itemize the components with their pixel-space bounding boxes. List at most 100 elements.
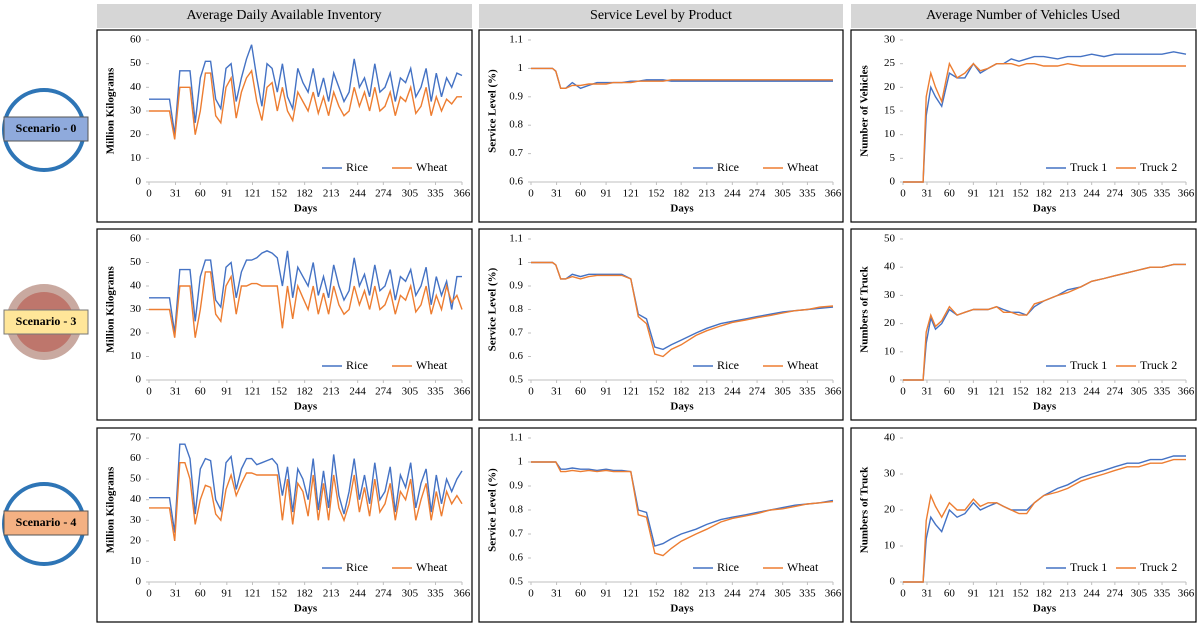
x-tick-label: 335 <box>427 188 444 200</box>
x-tick-label: 60 <box>944 588 956 600</box>
header-bar <box>479 4 843 28</box>
x-tick-label: 91 <box>968 588 979 600</box>
x-tick-label: 60 <box>575 386 587 398</box>
series-line <box>149 250 462 334</box>
x-tick-label: 366 <box>1178 386 1195 398</box>
y-tick-label: 1 <box>518 256 524 268</box>
series-line <box>149 44 463 135</box>
x-tick-label: 0 <box>900 588 906 600</box>
x-tick-label: 31 <box>551 188 562 200</box>
y-tick-label: 0.7 <box>509 327 523 339</box>
y-axis-label: Numbers of Truck <box>859 265 871 352</box>
column-title: Average Daily Available Inventory <box>186 8 381 23</box>
series-line <box>149 271 463 338</box>
y-tick-label: 30 <box>130 105 142 117</box>
x-tick-label: 121 <box>244 188 261 200</box>
x-tick-label: 305 <box>402 386 419 398</box>
x-tick-label: 182 <box>673 588 690 600</box>
x-tick-label: 152 <box>648 588 665 600</box>
x-tick-label: 213 <box>699 386 716 398</box>
legend-label: Rice <box>346 358 368 372</box>
y-tick-label: 30 <box>884 34 896 46</box>
x-tick-label: 182 <box>673 386 690 398</box>
series-line <box>149 443 463 533</box>
x-tick-label: 91 <box>221 588 232 600</box>
y-tick-label: 40 <box>130 81 142 93</box>
x-tick-label: 182 <box>296 588 313 600</box>
x-tick-label: 60 <box>944 188 956 200</box>
y-tick-label: 0.9 <box>509 90 523 102</box>
legend-label: Rice <box>717 560 739 574</box>
x-tick-label: 121 <box>623 588 640 600</box>
x-tick-label: 152 <box>1012 588 1029 600</box>
series-line <box>531 67 833 89</box>
x-tick-label: 91 <box>601 188 612 200</box>
x-tick-label: 335 <box>427 386 444 398</box>
x-tick-label: 213 <box>323 188 340 200</box>
x-tick-label: 60 <box>575 188 587 200</box>
y-axis-label: Million Kilograms <box>105 466 117 553</box>
y-tick-label: 30 <box>884 289 896 301</box>
x-tick-label: 182 <box>296 386 313 398</box>
x-axis-label: Days <box>294 603 318 615</box>
y-tick-label: 0.8 <box>509 119 523 131</box>
x-tick-label: 91 <box>221 386 232 398</box>
legend-label: Truck 1 <box>1070 160 1107 174</box>
x-tick-label: 152 <box>648 386 665 398</box>
scenario-label: Scenario - 3 <box>16 314 77 328</box>
x-tick-label: 31 <box>551 588 562 600</box>
y-axis-label: Number of Vehicles <box>859 65 871 157</box>
x-tick-label: 31 <box>170 386 181 398</box>
y-tick-label: 50 <box>130 473 142 485</box>
x-tick-label: 366 <box>454 588 471 600</box>
x-tick-label: 121 <box>988 386 1005 398</box>
y-tick-label: 10 <box>884 540 896 552</box>
x-tick-label: 0 <box>146 386 152 398</box>
x-tick-label: 182 <box>1035 188 1052 200</box>
x-tick-label: 335 <box>1154 386 1171 398</box>
x-tick-label: 91 <box>968 188 979 200</box>
x-tick-label: 244 <box>349 386 366 398</box>
x-tick-label: 121 <box>244 386 261 398</box>
x-tick-label: 182 <box>1035 386 1052 398</box>
y-tick-label: 40 <box>884 432 896 444</box>
y-tick-label: 60 <box>130 233 142 245</box>
series-line <box>903 61 1186 183</box>
x-tick-label: 91 <box>601 588 612 600</box>
column-title: Average Number of Vehicles Used <box>926 8 1120 23</box>
y-tick-label: 40 <box>130 280 142 292</box>
x-tick-label: 366 <box>825 188 842 200</box>
panel-frame <box>850 228 1197 421</box>
x-tick-label: 121 <box>988 188 1005 200</box>
series-line <box>531 461 834 557</box>
panel-frame <box>850 427 1197 623</box>
x-tick-label: 335 <box>427 588 444 600</box>
x-tick-label: 305 <box>1131 588 1148 600</box>
x-tick-label: 305 <box>402 188 419 200</box>
x-axis-label: Days <box>670 401 694 413</box>
y-tick-label: 30 <box>884 468 896 480</box>
y-tick-label: 1.1 <box>509 34 523 46</box>
x-tick-label: 213 <box>1059 386 1076 398</box>
y-tick-label: 15 <box>884 105 896 117</box>
y-tick-label: 10 <box>130 350 142 362</box>
series-line <box>903 263 1186 381</box>
x-axis-label: Days <box>1033 603 1057 615</box>
x-tick-label: 60 <box>195 386 207 398</box>
x-axis-label: Days <box>1033 203 1057 215</box>
x-tick-label: 244 <box>349 188 366 200</box>
y-tick-label: 10 <box>130 555 142 567</box>
x-tick-label: 335 <box>1154 188 1171 200</box>
y-axis-label: Numbers of Truck <box>859 466 871 553</box>
x-tick-label: 244 <box>1083 386 1100 398</box>
x-tick-label: 31 <box>170 588 181 600</box>
x-tick-label: 366 <box>1178 588 1195 600</box>
y-tick-label: 25 <box>884 57 896 69</box>
y-tick-label: 30 <box>130 514 142 526</box>
legend-label: Wheat <box>787 160 819 174</box>
x-tick-label: 121 <box>244 588 261 600</box>
x-axis-label: Days <box>294 401 318 413</box>
x-tick-label: 213 <box>1059 188 1076 200</box>
x-tick-label: 0 <box>528 386 534 398</box>
y-tick-label: 0 <box>890 176 896 188</box>
